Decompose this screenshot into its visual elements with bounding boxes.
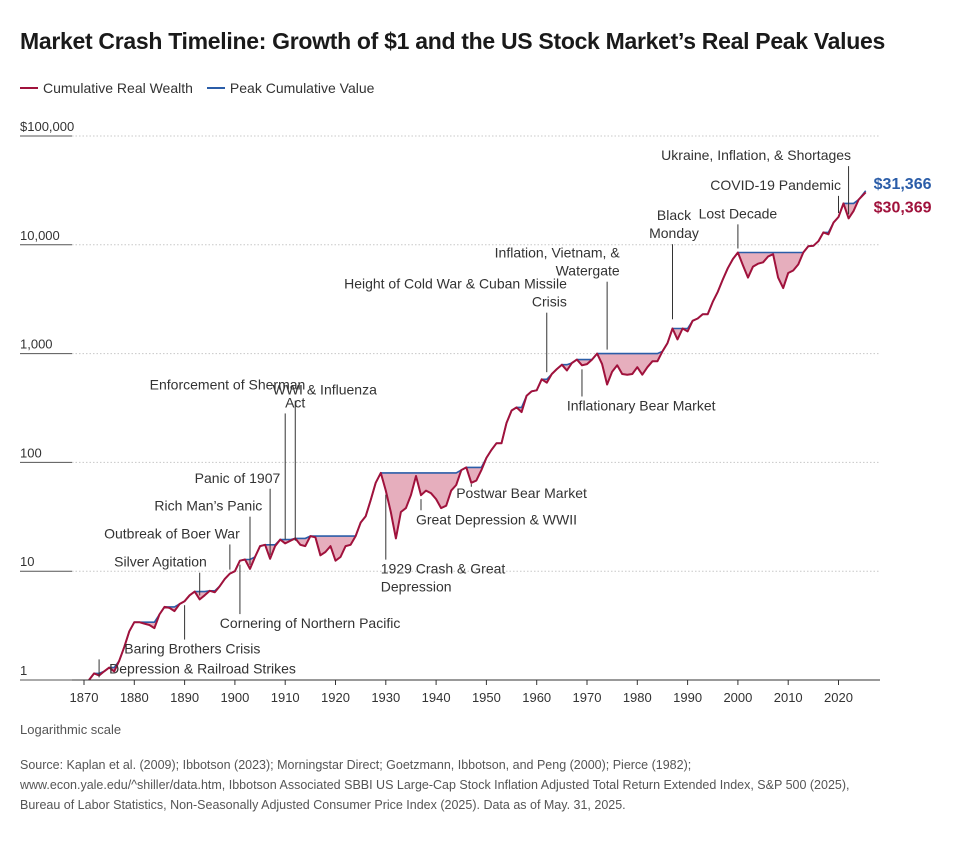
x-tick-label-1900: 1900 (220, 690, 249, 705)
annotation-8: WWI & Influenza (273, 382, 377, 541)
cumulative-real-wealth-line (88, 191, 867, 681)
market-crash-chart: 1870 1880 1890 1900 1910 1920 1930 1940 1950 1960… (20, 119, 932, 705)
y-tick-label-1: 1 (20, 663, 27, 678)
source-line-2: www.econ.yale.edu/^shiller/data.htm, Ibb… (20, 778, 850, 792)
legend-label-peak: Peak Cumulative Value (229, 80, 375, 96)
wealth-line-series (88, 191, 867, 681)
x-tick-label-1870: 1870 (70, 690, 99, 705)
legend-swatch-peak (206, 87, 225, 89)
annotation-label-17-0: COVID-19 Pandemic (710, 177, 841, 193)
x-tick-label-1950: 1950 (472, 690, 501, 705)
event-annotations: Depression & Railroad Strikes Baring Brot… (98, 147, 851, 678)
annotation-15: Black Monday (649, 207, 699, 320)
annotation-label-13-0: Inflationary Bear Market (567, 397, 716, 413)
annotation-10: Great Depression & WWII (416, 499, 577, 527)
annotation-12: Height of Cold War & Cuban Missile Crisis (344, 276, 567, 373)
end-value-labels: $31,366 $30,369 (874, 176, 932, 217)
drawdown-area-2 (139, 614, 160, 629)
x-tick-label-1890: 1890 (170, 690, 199, 705)
x-tick-label-1990: 1990 (673, 690, 702, 705)
chart-grid (20, 135, 880, 681)
annotation-label-16-0: Lost Decade (699, 205, 778, 221)
x-tick-label-1880: 1880 (120, 690, 149, 705)
annotation-9: 1929 Crash & Great Depression (381, 494, 506, 595)
annotation-label-6-0: Panic of 1907 (195, 470, 281, 486)
chart-legend: Cumulative Real Wealth Peak Cumulative V… (20, 80, 388, 96)
annotation-label-2-0: Silver Agitation (114, 554, 207, 570)
x-tick-label-1920: 1920 (321, 690, 350, 705)
log-scale-note: Logarithmic scale (20, 722, 122, 737)
annotation-label-18-0: Ukraine, Inflation, & Shortages (661, 147, 851, 163)
annotation-17: COVID-19 Pandemic (710, 177, 841, 214)
annotation-label-9-1: Depression (381, 579, 452, 595)
annotation-label-8-0: WWI & Influenza (273, 382, 377, 398)
annotation-label-4-0: Cornering of Northern Pacific (220, 615, 401, 631)
x-tick-label-2010: 2010 (774, 690, 803, 705)
x-tick-label-1970: 1970 (573, 690, 602, 705)
annotation-label-14-0: Inflation, Vietnam, & (495, 245, 621, 261)
legend-label-wealth: Cumulative Real Wealth (43, 80, 193, 96)
end-label-1: $30,369 (874, 199, 932, 216)
drawdown-area-12 (466, 457, 487, 483)
annotation-3: Outbreak of Boer War (104, 525, 240, 570)
y-axis: 1 10 100 1,000 10,000 $100,000 (20, 119, 74, 678)
annotation-5: Rich Man’s Panic (154, 498, 262, 565)
annotation-16: Lost Decade (699, 205, 778, 249)
annotation-4: Cornering of Northern Pacific (220, 564, 401, 631)
annotation-label-9-0: 1929 Crash & Great (381, 561, 506, 577)
x-tick-label-2000: 2000 (723, 690, 752, 705)
source-line-3: Bureau of Labor Statistics, Non-Seasonal… (20, 798, 626, 812)
drawdown-area-10 (310, 536, 356, 561)
annotation-label-15-1: Monday (649, 225, 699, 241)
drawdown-area-16 (576, 359, 592, 366)
x-tick-label-1940: 1940 (422, 690, 451, 705)
legend-item-peak-cumulative-value: Peak Cumulative Value (206, 80, 375, 96)
annotation-label-5-0: Rich Man’s Panic (154, 498, 262, 514)
annotation-label-11-0: Postwar Bear Market (456, 485, 587, 501)
annotation-label-12-1: Crisis (532, 294, 567, 310)
y-tick-label-1000: 1,000 (20, 337, 53, 352)
y-tick-label-100000: $100,000 (20, 119, 74, 134)
x-tick-label-1910: 1910 (271, 690, 300, 705)
annotation-label-7-0: Enforcement of Sherman (150, 376, 306, 392)
drawdown-area-20 (737, 252, 804, 289)
annotation-2: Silver Agitation (114, 554, 207, 596)
annotation-label-3-0: Outbreak of Boer War (104, 525, 240, 541)
annotation-label-12-0: Height of Cold War & Cuban Missile (344, 276, 567, 292)
drawdown-fills (94, 190, 866, 676)
annotation-label-1-0: Baring Brothers Crisis (124, 641, 260, 657)
drawdown-area-18 (672, 328, 683, 340)
annotation-14: Inflation, Vietnam, & Watergate (495, 245, 621, 350)
x-tick-label-2020: 2020 (824, 690, 853, 705)
annotation-label-10-0: Great Depression & WWII (416, 511, 577, 527)
annotation-11: Postwar Bear Market (456, 484, 587, 501)
drawdown-area-11 (380, 470, 462, 539)
x-tick-label-1930: 1930 (371, 690, 400, 705)
end-label-0: $31,366 (874, 176, 932, 193)
y-tick-label-10000: 10,000 (20, 228, 60, 243)
annotation-label-0-0: Depression & Railroad Strikes (109, 660, 296, 676)
y-tick-label-10: 10 (20, 554, 34, 569)
source-line-1: Source: Kaplan et al. (2009); Ibbotson (… (20, 758, 692, 772)
annotation-0: Depression & Railroad Strikes (98, 659, 296, 678)
annotation-6: Panic of 1907 (195, 470, 281, 555)
chart-title: Market Crash Timeline: Growth of $1 and … (20, 28, 885, 54)
annotation-18: Ukraine, Inflation, & Shortages (661, 147, 851, 215)
annotation-13: Inflationary Bear Market (567, 369, 716, 413)
annotation-1: Baring Brothers Crisis (124, 605, 260, 657)
annotation-label-14-1: Watergate (556, 263, 620, 279)
source-note: Source: Kaplan et al. (2009); Ibbotson (… (20, 755, 960, 815)
annotation-label-15-0: Black (657, 207, 692, 223)
x-axis: 1870 1880 1890 1900 1910 1920 1930 1940 1950 1960… (70, 679, 880, 705)
x-tick-label-1980: 1980 (623, 690, 652, 705)
drawdown-area-17 (597, 351, 663, 385)
legend-item-cumulative-real-wealth: Cumulative Real Wealth (20, 80, 193, 96)
x-tick-label-1960: 1960 (522, 690, 551, 705)
legend-swatch-wealth (20, 87, 38, 89)
y-tick-label-100: 100 (20, 445, 42, 460)
